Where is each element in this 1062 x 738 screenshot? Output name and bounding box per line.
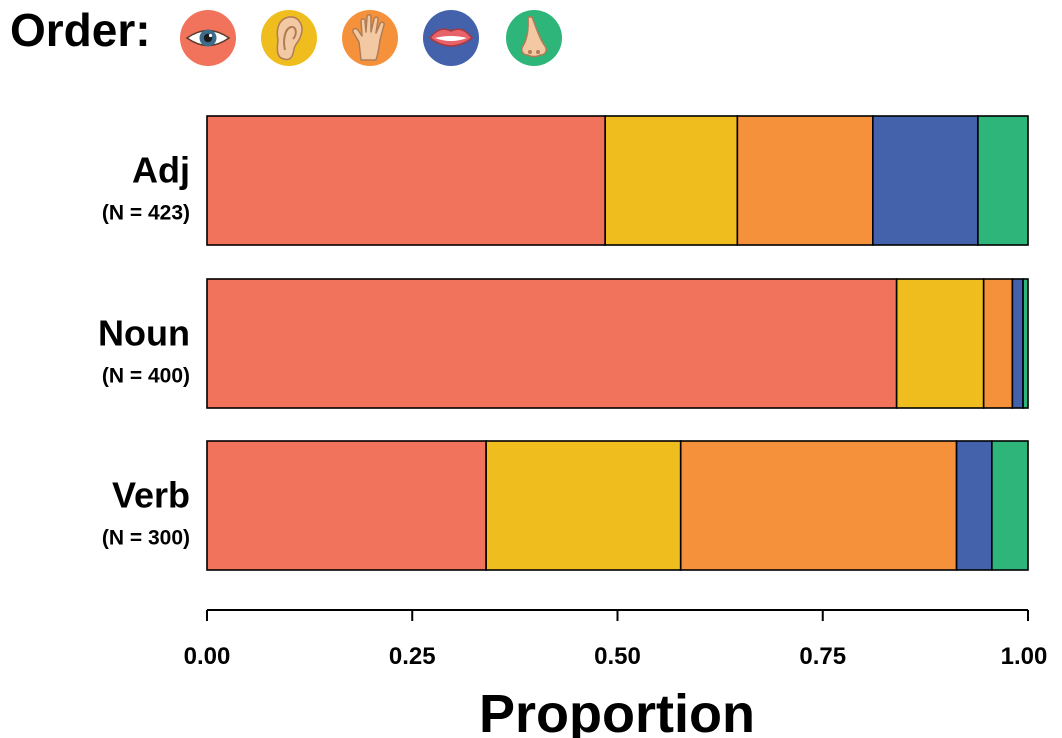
x-axis-title: Proportion (479, 684, 755, 738)
category-count-verb: (N = 300) (102, 527, 190, 550)
bar-segment-verb-hand (679, 440, 958, 571)
category-label-adj: Adj (132, 150, 190, 191)
nose-icon (506, 10, 562, 66)
x-tick-label: 0.50 (594, 643, 641, 670)
x-tick-label: 0.25 (389, 643, 436, 670)
bar-segment-adj-nose (977, 115, 1029, 246)
mouth-icon (423, 10, 479, 66)
x-tick-label: 1.00 (1001, 643, 1048, 670)
category-label-verb: Verb (112, 475, 190, 516)
ear-icon (261, 10, 317, 66)
eye-icon (180, 10, 236, 66)
bar-segment-noun-nose (1022, 278, 1029, 409)
legend-title: Order: (10, 4, 151, 56)
category-label-noun: Noun (98, 313, 190, 354)
category-count-noun: (N = 400) (102, 365, 190, 388)
bar-segment-verb-eye (206, 440, 487, 571)
x-tick-label: 0.75 (799, 643, 846, 670)
bar-segment-noun-ear (895, 278, 985, 409)
hand-icon (342, 10, 398, 66)
category-count-adj: (N = 423) (102, 202, 190, 225)
bar-segment-noun-eye (206, 278, 898, 409)
bar-segment-adj-mouth (872, 115, 979, 246)
x-tick-label: 0.00 (184, 643, 231, 670)
bar-segment-verb-nose (991, 440, 1029, 571)
bars-layer (206, 115, 1029, 571)
category-labels: Adj (N = 423) Noun (N = 400) Verb (N = 300) (98, 150, 190, 550)
bar-segment-verb-ear (485, 440, 682, 571)
bar-segment-noun-hand (982, 278, 1014, 409)
legend-icons (180, 10, 562, 66)
bar-segment-adj-ear (604, 115, 739, 246)
bar-segment-adj-eye (206, 115, 606, 246)
x-axis: 0.00 0.25 0.50 0.75 1.00 (184, 609, 1048, 670)
bar-segment-noun-mouth (1011, 278, 1024, 409)
bar-segment-verb-mouth (955, 440, 993, 571)
bar-segment-adj-hand (736, 115, 874, 246)
